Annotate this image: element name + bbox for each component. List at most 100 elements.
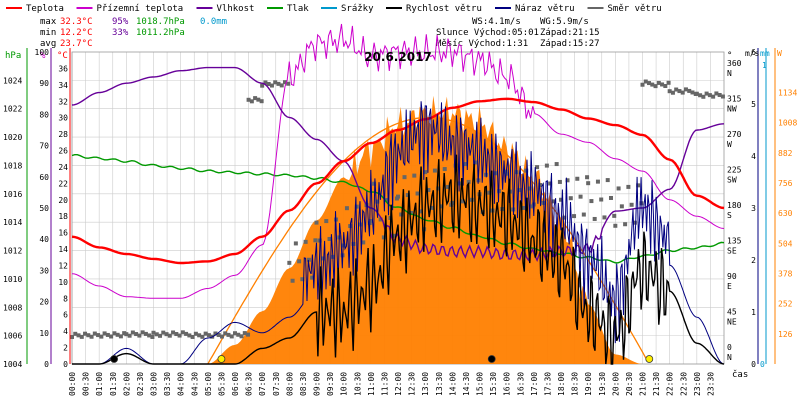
solar-tick-label: 504	[778, 239, 793, 248]
temperature-tick-label: 0	[63, 360, 68, 369]
temperature-tick-label: 4	[63, 327, 68, 336]
temperature-tick-label: 8	[63, 294, 68, 303]
direction-tick-label: 270	[727, 130, 742, 139]
wind-direction-point	[89, 334, 94, 339]
rain-tick-label: 0	[760, 360, 765, 369]
stats-max-temp: 32.3°C	[60, 17, 93, 27]
wind-direction-point	[544, 163, 549, 168]
wind-direction-point	[253, 96, 258, 101]
direction-tick-label: 90	[727, 272, 737, 281]
wind-direction-point	[99, 334, 104, 339]
wind-direction-point	[436, 186, 441, 191]
wind-direction-point	[83, 331, 88, 336]
wind-direction-point	[263, 80, 268, 85]
wind-direction-point	[259, 99, 264, 104]
x-axis-label: čas	[732, 369, 748, 380]
wind-direction-point	[581, 212, 586, 217]
humidity-tick-label: 100	[35, 48, 50, 57]
stats-min-temp: 12.2°C	[60, 28, 93, 38]
wind-axis-label: m/s	[745, 49, 760, 58]
temperature-tick-label: 30	[58, 114, 68, 123]
stats-max-hum: 95%	[112, 17, 129, 27]
series-ground-temp-line	[71, 23, 725, 299]
wind-direction-point	[667, 89, 672, 94]
wind-direction-point	[171, 330, 176, 335]
x-tick-label: 04:30	[190, 372, 199, 396]
wind-direction-point	[297, 259, 302, 264]
sun-rise-info: Slunce Východ:05:01	[436, 28, 539, 38]
direction-cardinal-label: N	[727, 69, 732, 78]
wind-gust-info: WG:5.9m/s	[540, 17, 589, 27]
x-tick-label: 12:30	[408, 372, 417, 396]
wind-direction-point	[368, 219, 373, 224]
wind-direction-point	[442, 167, 447, 172]
x-tick-label: 11:30	[380, 372, 389, 396]
wind-direction-point	[562, 215, 567, 220]
x-tick-label: 01:30	[109, 372, 118, 396]
humidity-tick-label: 60	[39, 173, 49, 182]
wind-tick-label: 0	[751, 360, 756, 369]
wind-direction-point	[147, 333, 152, 338]
direction-tick-label: 135	[727, 237, 742, 246]
moon-marker	[487, 355, 496, 363]
temperature-tick-label: 16	[58, 229, 68, 238]
rain-axis-label: mm	[760, 49, 770, 58]
wind-direction-point	[314, 220, 319, 225]
wind-direction-point	[698, 93, 703, 98]
x-tick-label: 15:00	[476, 372, 485, 396]
direction-tick-label: 315	[727, 95, 742, 104]
legend: Teplota Přízemní teplota Vlhkost Tlak Srážky…	[6, 4, 662, 14]
wind-direction-point	[415, 191, 420, 196]
stats-max-press: 1018.7hPa	[136, 17, 185, 27]
wind-direction-point	[589, 199, 594, 204]
humidity-tick-label: 80	[39, 110, 49, 119]
wind-direction-point	[720, 94, 725, 99]
x-tick-label: 04:00	[177, 372, 186, 396]
wind-direction-point	[190, 334, 195, 339]
wind-direction-point	[306, 257, 311, 262]
wind-direction-point	[151, 330, 156, 335]
x-tick-label: 07:00	[258, 372, 267, 396]
temperature-tick-label: 28	[58, 130, 68, 139]
x-tick-label: 13:00	[421, 372, 430, 396]
temperature-tick-label: 12	[58, 261, 68, 270]
x-tick-label: 21:30	[652, 372, 661, 396]
wind-direction-point	[282, 80, 287, 85]
direction-cardinal-label: NW	[727, 105, 737, 114]
sun-marker	[217, 355, 226, 363]
wind-direction-point	[426, 188, 431, 193]
wind-direction-point	[249, 99, 254, 104]
wind-direction-point	[158, 333, 163, 338]
stats-min-press: 1011.2hPa	[136, 28, 185, 38]
wind-direction-point	[167, 333, 172, 338]
solar-axis-label: W	[777, 49, 782, 58]
wind-tick-label: 5	[751, 100, 756, 109]
x-tick-label: 22:00	[666, 372, 675, 396]
wind-direction-point	[269, 83, 274, 88]
wind-direction-point	[177, 333, 182, 338]
chart-title: 20.6.2017	[364, 50, 432, 64]
x-tick-label: 10:00	[340, 372, 349, 396]
temperature-tick-label: 14	[58, 245, 68, 254]
wind-direction-point	[70, 335, 74, 340]
pressure-tick-label: 1004	[3, 360, 22, 369]
direction-cardinal-label: NE	[727, 318, 737, 327]
x-tick-label: 18:00	[557, 372, 566, 396]
wind-direction-point	[246, 332, 251, 337]
solar-tick-label: 252	[778, 300, 793, 309]
wind-direction-point	[623, 222, 628, 227]
temperature-tick-label: 6	[63, 311, 68, 320]
x-tick-label: 19:30	[598, 372, 607, 396]
x-tick-label: 14:30	[462, 372, 471, 396]
direction-cardinal-label: S	[727, 211, 732, 220]
wind-direction-point	[595, 179, 600, 184]
legend-label: Směr větru	[608, 4, 662, 14]
pressure-tick-label: 1010	[3, 275, 22, 284]
wind-direction-point	[256, 97, 261, 102]
wind-direction-point	[643, 79, 648, 84]
wind-direction-point	[608, 195, 613, 200]
wind-direction-point	[429, 205, 434, 210]
legend-label: Náraz větru	[515, 4, 575, 14]
humidity-tick-label: 70	[39, 142, 49, 151]
wind-direction-point	[535, 165, 540, 170]
